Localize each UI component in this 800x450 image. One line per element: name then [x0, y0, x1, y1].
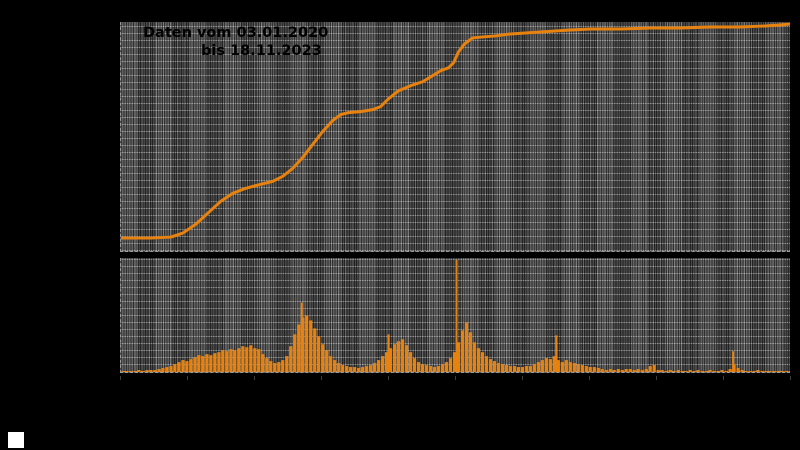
white-swatch [8, 432, 24, 448]
chart-title-line2: bis 18.11.2023 [201, 43, 322, 59]
x-axis-tick [455, 376, 456, 380]
chart-title: Daten vom 03.01.2020 bis 18.11.2023 [143, 24, 328, 60]
daily-bars-svg [121, 259, 790, 372]
x-axis-tick [656, 376, 657, 380]
x-axis-tick [120, 376, 121, 380]
x-axis-tick [254, 376, 255, 380]
x-axis-tick [321, 376, 322, 380]
x-axis-tick [723, 376, 724, 380]
x-axis-tick [388, 376, 389, 380]
daily-bars-panel [120, 258, 790, 373]
x-axis-tick [589, 376, 590, 380]
chart-title-line1: Daten vom 03.01.2020 [143, 25, 329, 41]
cumulative-chart-svg [121, 22, 790, 240]
x-axis-tick [522, 376, 523, 380]
cumulative-chart-panel: Daten vom 03.01.2020 bis 18.11.2023 [120, 22, 790, 252]
x-axis-tick [187, 376, 188, 380]
daily-bars [121, 259, 790, 372]
x-axis-tick [790, 376, 791, 380]
cumulative-line [121, 22, 790, 240]
